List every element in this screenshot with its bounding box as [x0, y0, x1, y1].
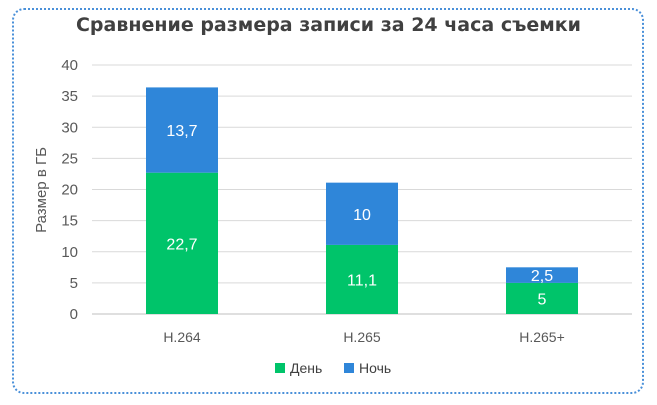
x-tick-label: H.265+: [519, 329, 565, 345]
y-tick-label: 0: [70, 306, 78, 323]
bar-night: [146, 87, 218, 173]
x-tick-label: H.264: [163, 329, 201, 345]
data-label: 13,7: [166, 123, 197, 140]
data-label: 5: [538, 291, 547, 308]
bar-day: [146, 172, 218, 314]
legend-swatch: [275, 363, 285, 373]
y-axis-label: Размер в ГБ: [33, 147, 50, 233]
bar-night: [326, 182, 398, 245]
y-tick-label: 20: [61, 182, 78, 199]
data-label: 2,5: [531, 268, 553, 285]
x-tick-label: H.265: [343, 329, 381, 345]
y-tick-label: 15: [61, 213, 78, 230]
y-tick-label: 25: [61, 150, 78, 167]
legend-swatch: [344, 363, 354, 373]
legend-label: Ночь: [359, 360, 391, 376]
data-label: 22,7: [166, 236, 197, 253]
y-tick-label: 40: [61, 57, 78, 74]
bar-night: [506, 267, 578, 283]
chart-title: Сравнение размера записи за 24 часа съем…: [75, 14, 581, 36]
y-tick-label: 10: [61, 244, 78, 261]
data-label: 11,1: [347, 272, 377, 289]
y-tick-label: 5: [70, 275, 78, 292]
y-tick-label: 35: [61, 88, 78, 105]
legend-label: День: [290, 360, 322, 376]
bar-day: [506, 282, 578, 314]
y-tick-label: 30: [61, 119, 78, 136]
data-label: 10: [353, 207, 371, 224]
bar-day: [326, 244, 398, 314]
